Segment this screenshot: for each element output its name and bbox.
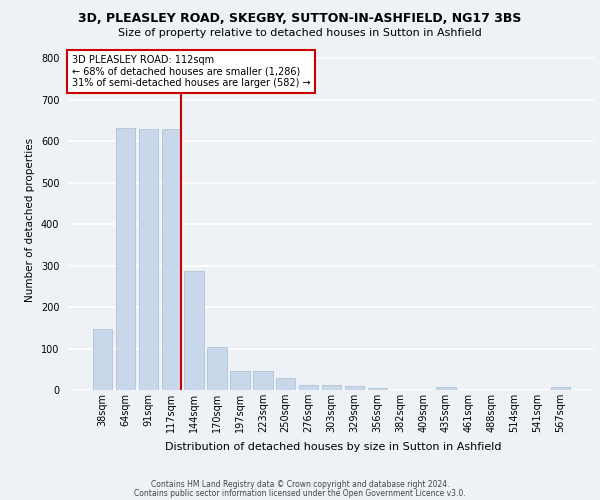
Bar <box>368 388 387 390</box>
Bar <box>436 387 455 390</box>
Y-axis label: Number of detached properties: Number of detached properties <box>25 138 35 302</box>
Text: Contains HM Land Registry data © Crown copyright and database right 2024.: Contains HM Land Registry data © Crown c… <box>151 480 449 489</box>
Bar <box>184 270 204 390</box>
Text: Size of property relative to detached houses in Sutton in Ashfield: Size of property relative to detached ho… <box>118 28 482 38</box>
Bar <box>322 385 341 390</box>
Bar <box>299 385 319 390</box>
Bar <box>230 370 250 390</box>
Bar <box>344 386 364 390</box>
Bar <box>551 386 570 390</box>
Text: Contains public sector information licensed under the Open Government Licence v3: Contains public sector information licen… <box>134 489 466 498</box>
Text: 3D, PLEASLEY ROAD, SKEGBY, SUTTON-IN-ASHFIELD, NG17 3BS: 3D, PLEASLEY ROAD, SKEGBY, SUTTON-IN-ASH… <box>79 12 521 26</box>
Bar <box>276 378 295 390</box>
Text: 3D PLEASLEY ROAD: 112sqm
← 68% of detached houses are smaller (1,286)
31% of sem: 3D PLEASLEY ROAD: 112sqm ← 68% of detach… <box>71 55 310 88</box>
Bar <box>93 328 112 390</box>
Bar <box>139 129 158 390</box>
Text: Distribution of detached houses by size in Sutton in Ashfield: Distribution of detached houses by size … <box>165 442 501 452</box>
Bar <box>208 348 227 390</box>
Bar <box>116 128 135 390</box>
Bar <box>253 372 272 390</box>
Bar <box>161 129 181 390</box>
